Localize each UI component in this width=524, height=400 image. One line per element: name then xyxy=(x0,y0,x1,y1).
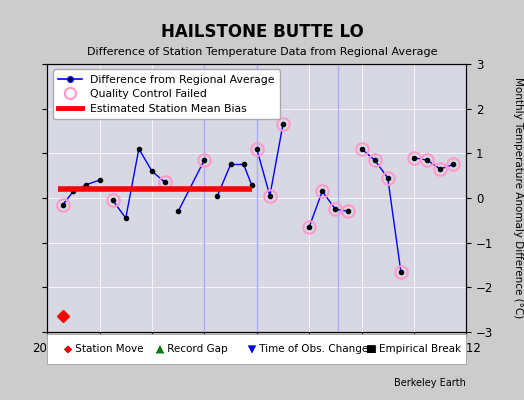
Y-axis label: Monthly Temperature Anomaly Difference (°C): Monthly Temperature Anomaly Difference (… xyxy=(513,77,523,319)
Text: Difference of Station Temperature Data from Regional Average: Difference of Station Temperature Data f… xyxy=(87,47,437,57)
Text: ■ Empirical Break: ■ Empirical Break xyxy=(366,344,461,354)
Text: ▲ Record Gap: ▲ Record Gap xyxy=(156,344,228,354)
Text: ▼: ▼ xyxy=(248,344,256,354)
Text: Berkeley Earth: Berkeley Earth xyxy=(395,378,466,388)
Text: ◆: ◆ xyxy=(64,344,72,354)
Text: ■: ■ xyxy=(366,344,376,354)
Text: ◆ Station Move: ◆ Station Move xyxy=(64,344,144,354)
Text: HAILSTONE BUTTE LO: HAILSTONE BUTTE LO xyxy=(161,23,363,41)
Text: ▼ Time of Obs. Change: ▼ Time of Obs. Change xyxy=(248,344,368,354)
Legend: Difference from Regional Average, Quality Control Failed, Estimated Station Mean: Difference from Regional Average, Qualit… xyxy=(52,70,280,119)
Text: ▲: ▲ xyxy=(156,344,164,354)
